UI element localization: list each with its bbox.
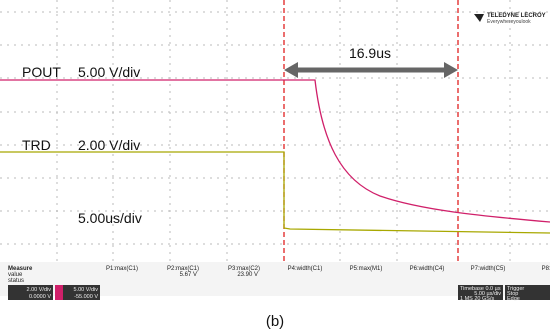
channel-name: POUT: [22, 64, 61, 80]
channel-name: TRD: [22, 137, 51, 153]
param-name: P8:- -: [542, 266, 550, 272]
screenshot: 16.9us POUT 5.00 V/div TRD 2.00 V/div 5.…: [0, 0, 550, 336]
status-text: 1 MS 20 GS/s: [460, 296, 494, 302]
channel-scale: 2.00 V/div: [78, 137, 140, 153]
status-text: Edge: [507, 296, 520, 302]
status-text: 5.00 V/div: [74, 287, 99, 293]
status-text: -55.000 V: [74, 294, 98, 300]
measure-row: status: [8, 278, 24, 284]
param-name: P4:width(C1): [288, 266, 323, 272]
param-name: P5:max(M1): [350, 266, 383, 272]
status-text: 0.0000 V: [29, 294, 51, 300]
interval-label: 16.9us: [349, 45, 391, 61]
param-value: 23.90 V: [237, 272, 258, 278]
caption: (b): [266, 313, 284, 330]
status-text: 2.00 V/div: [27, 287, 52, 293]
param-name: P7:width(C5): [471, 266, 506, 272]
channel-scale: 5.00 V/div: [78, 64, 140, 80]
param-name: P6:width(C4): [410, 266, 445, 272]
timebase-label: 5.00us/div: [78, 210, 142, 226]
param-value: 5.67 V: [180, 272, 197, 278]
param-name: P1:max(C1): [106, 266, 138, 272]
logo-tagline: Everywhereyoulook: [487, 19, 531, 25]
